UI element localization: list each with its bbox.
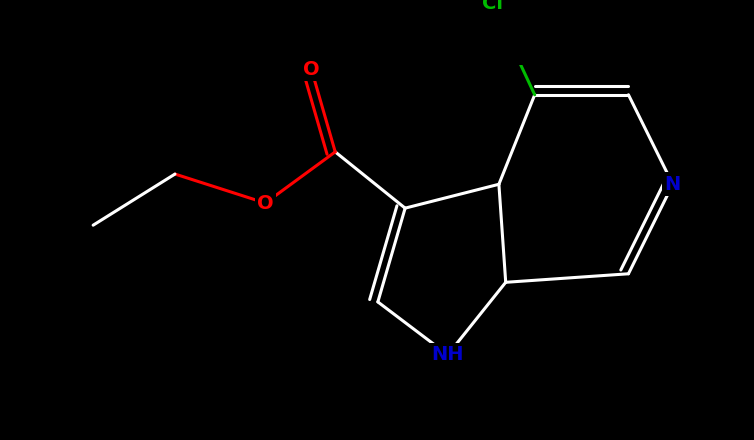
Text: Cl: Cl: [482, 0, 503, 13]
Text: O: O: [257, 194, 274, 213]
Text: NH: NH: [431, 345, 464, 364]
Text: N: N: [665, 175, 681, 194]
Text: O: O: [303, 60, 320, 79]
